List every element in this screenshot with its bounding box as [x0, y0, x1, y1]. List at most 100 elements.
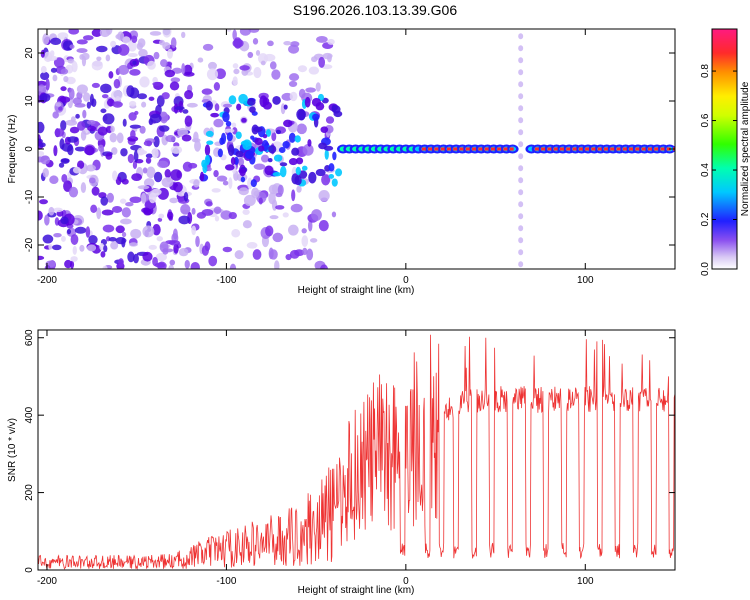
spectrogram-tone-peak: [597, 147, 602, 151]
spectrogram-noise-blob: [252, 249, 262, 260]
spectrogram-noise-blob: [74, 226, 87, 234]
spectrogram-noise-blob: [65, 119, 78, 126]
spectrogram-noise-blob: [148, 96, 155, 101]
spectrogram-noise-blob: [152, 256, 158, 267]
spectrogram-noise-blob: [222, 180, 229, 186]
spectrogram-tone-peak: [641, 147, 646, 151]
spectrogram-tone-peak: [572, 147, 577, 151]
spectrogram-cluster-blob: [288, 158, 298, 166]
spectrogram-noise-blob: [87, 125, 97, 132]
spectrogram-noise-blob: [285, 253, 292, 261]
spectrogram-xtick-label: 0: [403, 275, 409, 286]
spectrogram-cluster-blob: [295, 166, 301, 176]
spectrogram-noise-blob: [201, 88, 213, 95]
spectrogram-noise-blob: [184, 89, 194, 100]
spectrogram-noise-blob: [100, 83, 112, 94]
spectrogram-noise-blob: [72, 97, 82, 105]
spectrogram-noise-blob: [77, 160, 85, 169]
spectrogram-cluster-blob: [250, 135, 255, 140]
spectrogram-noise-blob: [153, 171, 163, 183]
spectrogram-tone-peak: [453, 147, 458, 151]
spectrogram-tone-peak: [490, 147, 495, 151]
spectrogram-noise-blob: [39, 93, 51, 102]
spectrogram-noise-blob: [197, 57, 204, 63]
spectrogram-noise-blob: [143, 140, 153, 147]
spectrogram-tone-peak: [654, 147, 659, 151]
spectrogram-noise-blob: [296, 123, 307, 135]
spectrogram-noise-blob: [115, 237, 127, 245]
spectrogram-noise-blob: [121, 231, 127, 238]
spectrogram-tone-peak: [440, 147, 445, 151]
spectrogram-tone-peak: [566, 147, 571, 151]
spectrogram-noise-blob: [46, 55, 58, 61]
spectrogram-noise-blob: [127, 135, 139, 142]
spectrogram-noise-blob: [38, 151, 45, 157]
spectrogram-noise-blob: [255, 50, 261, 56]
spectrogram-noise-blob: [99, 243, 105, 251]
spectrogram-cluster-blob: [273, 154, 283, 162]
spectrogram-tone-peak: [585, 147, 590, 151]
spectrogram-cluster-blob: [294, 135, 301, 143]
spectrogram-noise-blob: [164, 69, 176, 78]
spectrogram-noise-blob: [156, 95, 165, 107]
spectrogram-noise-blob: [63, 75, 69, 83]
spectrogram-noise-blob: [157, 217, 163, 222]
colorbar-tick-label: 0.2: [700, 212, 711, 226]
spectrogram-noise-blob: [170, 77, 181, 83]
spectrogram-noise-blob: [251, 187, 260, 199]
spectrogram-cluster-blob: [205, 100, 213, 111]
spectrogram-noise-blob: [85, 164, 96, 172]
spectrogram-tone-peak: [541, 147, 546, 151]
spectrogram-gap-column: [518, 177, 524, 184]
spectrogram-cluster-blob: [251, 124, 259, 135]
spectrogram-noise-blob: [106, 192, 114, 203]
spectrogram-noise-blob: [159, 125, 170, 132]
spectrogram-noise-blob: [168, 264, 174, 269]
spectrogram-noise-blob: [84, 145, 95, 156]
spectrogram-noise-blob: [271, 131, 277, 142]
spectrogram-cluster-blob: [199, 171, 205, 182]
spectrogram-noise-blob: [127, 52, 138, 58]
spectrogram-noise-blob: [208, 255, 218, 267]
spectrogram-tone-peak: [534, 147, 539, 151]
snr-xtick-label: -100: [216, 576, 236, 587]
spectrogram-noise-blob: [131, 173, 143, 182]
spectrogram-noise-blob: [44, 264, 51, 269]
spectrogram-cluster-blob: [324, 149, 329, 160]
spectrogram-cluster-blob: [254, 137, 263, 146]
spectrogram-noise-blob: [53, 207, 63, 213]
spectrogram-cluster-blob: [217, 148, 223, 158]
spectrogram-tone-peak: [603, 147, 608, 151]
spectrogram-noise-blob: [71, 61, 78, 73]
spectrogram-noise-blob: [129, 124, 142, 129]
spectrogram-cluster-blob: [258, 145, 265, 152]
spectrogram-noise-blob: [101, 209, 114, 216]
spectrogram-noise-blob: [137, 185, 150, 190]
spectrogram-noise-blob: [72, 166, 81, 174]
spectrogram-noise-blob: [289, 91, 298, 102]
spectrogram-noise-blob: [49, 175, 59, 185]
spectrogram-noise-blob: [267, 40, 274, 47]
spectrogram-noise-blob: [108, 237, 117, 242]
spectrogram-cluster-blob: [235, 150, 244, 158]
spectrogram-xtick-label: -200: [37, 275, 57, 286]
spectrogram-noise-blob: [318, 219, 329, 232]
spectrogram-noise-blob: [184, 115, 193, 127]
spectrogram-noise-blob: [248, 29, 260, 33]
spectrogram-noise-blob: [151, 147, 159, 159]
spectrogram-cluster-blob: [240, 176, 246, 183]
spectrogram-tone-peak: [635, 147, 640, 151]
spectrogram-noise-blob: [158, 39, 165, 46]
spectrogram-gap-column: [518, 189, 524, 196]
spectrogram-noise-blob: [318, 56, 326, 68]
spectrogram-noise-blob: [90, 204, 98, 213]
spectrogram-noise-blob: [260, 60, 266, 66]
spectrogram-noise-blob: [70, 256, 78, 262]
spectrogram-noise-blob: [96, 56, 102, 62]
spectrogram-noise-blob: [137, 38, 146, 48]
spectrogram-noise-blob: [194, 140, 201, 152]
spectrogram-noise-blob: [48, 206, 55, 216]
snr-xlabel: Height of straight line (km): [298, 585, 415, 596]
spectrogram-cluster-blob: [282, 141, 290, 149]
snr-xtick-label: -200: [37, 576, 57, 587]
